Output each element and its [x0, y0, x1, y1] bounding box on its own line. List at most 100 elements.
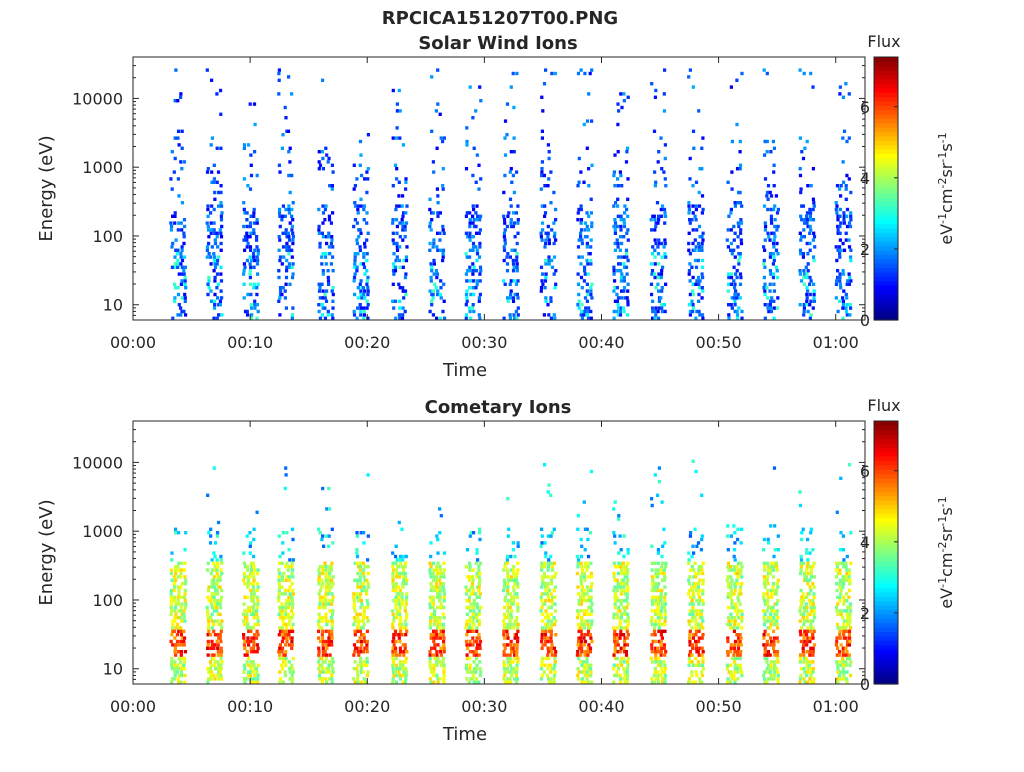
heatmap-cell: [554, 571, 558, 576]
heatmap-cell: [834, 605, 839, 610]
heatmap-cell: [842, 619, 847, 623]
heatmap-cell: [841, 660, 845, 664]
heatmap-cell: [618, 534, 622, 538]
colorbar-tick-label: 2: [860, 604, 870, 623]
heatmap-cell: [653, 218, 657, 222]
heatmap-cell: [246, 595, 250, 599]
heatmap-cell: [248, 187, 253, 191]
heatmap-cell: [464, 272, 468, 276]
heatmap-cell: [691, 129, 696, 133]
heatmap-cell: [477, 633, 481, 637]
colorbar-tick-label: 4: [860, 533, 870, 552]
heatmap-cell: [278, 656, 282, 661]
heatmap-cell: [253, 150, 257, 154]
heatmap-cell: [215, 605, 219, 610]
heatmap-cell: [352, 163, 356, 167]
heatmap-cell: [701, 599, 705, 603]
heatmap-cell: [589, 292, 593, 297]
heatmap-cell: [650, 497, 654, 501]
heatmap-cell: [472, 670, 476, 674]
heatmap-cell: [662, 527, 666, 531]
heatmap-cell: [355, 646, 359, 650]
heatmap-cell: [216, 575, 220, 579]
heatmap-cell: [848, 612, 852, 616]
heatmap-cell: [356, 585, 360, 589]
heatmap-cell: [848, 656, 852, 661]
heatmap-cell: [249, 265, 253, 269]
heatmap-cell: [466, 269, 470, 273]
heatmap-cell: [404, 599, 408, 603]
heatmap-cell: [552, 680, 556, 684]
heatmap-cell: [625, 670, 629, 674]
heatmap-cell: [475, 595, 479, 599]
heatmap-cell: [468, 235, 472, 239]
heatmap-cell: [582, 667, 587, 671]
heatmap-cell: [216, 602, 220, 606]
heatmap-cell: [216, 646, 220, 650]
heatmap-cell: [772, 163, 776, 167]
heatmap-cell: [772, 231, 776, 235]
heatmap-cell: [179, 653, 183, 657]
heatmap-cell: [512, 105, 516, 110]
heatmap-cell: [438, 112, 442, 116]
heatmap-cell: [477, 299, 481, 303]
heatmap-cell: [180, 248, 184, 252]
heatmap-cell: [799, 279, 804, 283]
heatmap-cell: [651, 309, 655, 314]
heatmap-cell: [775, 650, 780, 654]
heatmap-cell: [436, 214, 440, 218]
heatmap-cell: [613, 221, 618, 225]
heatmap-cell: [245, 218, 249, 222]
heatmap-cell: [736, 582, 740, 586]
heatmap-cell: [255, 595, 259, 599]
heatmap-cell: [839, 286, 843, 290]
heatmap-cell: [359, 309, 363, 314]
heatmap-cell: [250, 612, 254, 616]
heatmap-cell: [540, 527, 544, 531]
heatmap-cell: [763, 602, 767, 606]
heatmap-cell: [687, 677, 691, 681]
heatmap-cell: [506, 568, 510, 572]
heatmap-cell: [434, 109, 438, 113]
heatmap-cell: [580, 309, 584, 314]
heatmap-cell: [435, 534, 439, 538]
heatmap-cell: [698, 616, 702, 620]
heatmap-cell: [431, 289, 435, 293]
heatmap-cell: [770, 221, 774, 225]
heatmap-cell: [509, 218, 513, 222]
heatmap-cell: [399, 554, 403, 559]
heatmap-cell: [352, 667, 356, 671]
heatmap-cell: [811, 167, 815, 171]
heatmap-cell: [512, 313, 516, 317]
heatmap-cell: [651, 252, 655, 256]
heatmap-cell: [220, 313, 224, 317]
heatmap-cell: [252, 282, 256, 286]
heatmap-cell: [464, 565, 468, 569]
heatmap-cell: [205, 221, 209, 225]
heatmap-cell: [474, 286, 478, 290]
heatmap-cell: [320, 313, 325, 317]
heatmap-cell: [663, 680, 667, 684]
heatmap-cell: [436, 605, 440, 610]
heatmap-cell: [290, 582, 294, 586]
heatmap-cell: [620, 105, 624, 110]
heatmap-cell: [179, 221, 183, 225]
heatmap-cell: [323, 316, 327, 320]
heatmap-cell: [547, 677, 551, 681]
heatmap-cell: [277, 582, 281, 586]
heatmap-cell: [806, 184, 810, 188]
heatmap-cell: [253, 667, 257, 671]
heatmap-cell: [174, 602, 178, 606]
heatmap-cell: [280, 592, 284, 596]
heatmap-cell: [766, 599, 770, 603]
heatmap-cell: [546, 582, 550, 586]
colorbar-segment: [874, 170, 898, 176]
colorbar-segment: [874, 552, 898, 558]
heatmap-cell: [540, 663, 544, 667]
heatmap-cell: [812, 201, 816, 205]
heatmap-cell: [800, 204, 804, 208]
heatmap-cell: [475, 258, 479, 263]
heatmap-cell: [432, 633, 436, 637]
heatmap-cell: [442, 663, 446, 667]
